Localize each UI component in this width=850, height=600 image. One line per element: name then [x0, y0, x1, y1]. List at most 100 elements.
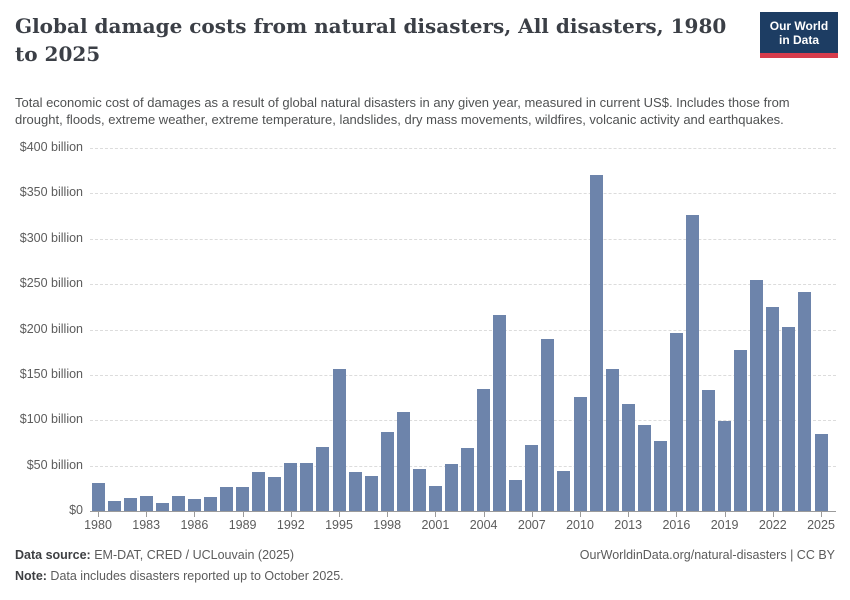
x-tick-label-1998: 1998 [373, 518, 402, 532]
bar-2000[interactable] [412, 469, 426, 511]
data-source-label: Data source: [15, 548, 91, 562]
y-tick-label-0: $0 [69, 503, 83, 517]
gridline-0 [90, 511, 836, 512]
gridline-200 [90, 329, 836, 331]
note-line: Note: Data includes disasters reported u… [15, 569, 344, 583]
x-tick-label-2013: 2013 [614, 518, 643, 532]
bar-1994[interactable] [316, 447, 330, 511]
data-source-text: EM-DAT, CRED / UCLouvain (2025) [90, 548, 295, 562]
bar-2022[interactable] [766, 307, 780, 511]
bar-2001[interactable] [428, 486, 442, 511]
x-tick-mark-1980 [98, 512, 99, 517]
bar-1984[interactable] [155, 503, 169, 511]
y-tick-label-150: $150 billion [19, 366, 83, 381]
page-title: Global damage costs from natural disaste… [15, 14, 727, 66]
bar-2012[interactable] [605, 369, 619, 511]
x-tick-label-1986: 1986 [180, 518, 209, 532]
bar-1996[interactable] [348, 472, 362, 511]
bar-2002[interactable] [444, 464, 458, 511]
x-tick-mark-2004 [483, 512, 485, 517]
bar-2006[interactable] [509, 480, 523, 511]
bar-2020[interactable] [734, 350, 748, 511]
bar-1983[interactable] [139, 496, 153, 511]
note-text: Data includes disasters reported up to O… [46, 569, 344, 583]
owid-logo-line1: Our World [769, 19, 829, 33]
bar-2023[interactable] [782, 327, 796, 511]
x-tick-mark-1998 [387, 512, 389, 517]
chart-subtitle: Total economic cost of damages as a resu… [15, 95, 790, 127]
bar-1998[interactable] [380, 432, 394, 511]
x-tick-label-2019: 2019 [710, 518, 739, 532]
x-tick-label-1992: 1992 [276, 518, 305, 532]
bar-1990[interactable] [252, 472, 266, 511]
bar-2013[interactable] [621, 404, 635, 511]
gridline-150 [90, 374, 836, 376]
bar-1995[interactable] [332, 369, 346, 511]
data-source-line: Data source: EM-DAT, CRED / UCLouvain (2… [15, 548, 294, 562]
bar-2016[interactable] [669, 333, 683, 511]
gridline-400 [90, 148, 836, 149]
bar-2005[interactable] [493, 315, 507, 511]
bar-1989[interactable] [236, 487, 250, 511]
bar-2003[interactable] [461, 448, 475, 511]
bar-2025[interactable] [814, 434, 828, 511]
x-tick-mark-1989 [242, 512, 244, 517]
x-tick-label-1995: 1995 [325, 518, 353, 532]
bar-2014[interactable] [637, 425, 651, 511]
bar-2021[interactable] [750, 280, 764, 511]
x-tick-mark-1992 [290, 512, 292, 517]
y-tick-label-250: $250 billion [19, 276, 83, 291]
bar-1987[interactable] [203, 497, 217, 511]
bar-2010[interactable] [573, 397, 587, 511]
x-tick-mark-2013 [628, 512, 630, 517]
x-tick-mark-2001 [435, 512, 437, 517]
bar-1988[interactable] [220, 487, 234, 511]
y-tick-label-200: $200 billion [19, 321, 83, 336]
bar-2009[interactable] [557, 471, 571, 511]
bar-2008[interactable] [541, 339, 555, 511]
x-tick-label-2004: 2004 [469, 518, 498, 532]
bar-2007[interactable] [525, 445, 539, 511]
gridline-250 [90, 284, 836, 286]
bar-2019[interactable] [718, 421, 732, 511]
y-tick-label-100: $100 billion [19, 412, 83, 427]
bar-1997[interactable] [364, 476, 378, 511]
bar-1993[interactable] [300, 463, 314, 511]
gridline-350 [90, 193, 836, 195]
bar-2004[interactable] [477, 389, 491, 511]
owid-logo[interactable]: Our World in Data [760, 12, 838, 58]
bar-2011[interactable] [589, 175, 603, 511]
bar-1981[interactable] [107, 501, 121, 511]
bar-2024[interactable] [798, 292, 812, 511]
bar-1999[interactable] [396, 412, 410, 511]
owid-logo-line2: in Data [778, 33, 819, 47]
x-tick-label-2025: 2025 [807, 518, 835, 532]
x-tick-mark-2025 [821, 512, 822, 517]
bar-1985[interactable] [171, 496, 185, 511]
y-tick-label-400: $400 billion [19, 140, 83, 154]
gridline-300 [90, 238, 836, 240]
bar-1992[interactable] [284, 463, 298, 511]
x-tick-mark-2019 [724, 512, 726, 517]
note-label: Note: [15, 569, 47, 583]
x-tick-label-2016: 2016 [662, 518, 691, 532]
x-tick-mark-2010 [580, 512, 581, 517]
bar-1980[interactable] [91, 483, 105, 511]
bar-1982[interactable] [123, 498, 137, 511]
x-tick-label-2010: 2010 [566, 518, 594, 532]
bar-2017[interactable] [685, 215, 699, 511]
y-tick-label-300: $300 billion [19, 230, 83, 245]
bar-2018[interactable] [702, 390, 716, 511]
bar-1986[interactable] [187, 499, 201, 511]
owid-link[interactable]: OurWorldinData.org/natural-disasters | C… [579, 548, 835, 562]
bar-2015[interactable] [653, 441, 667, 511]
x-tick-mark-1983 [146, 512, 148, 517]
x-tick-mark-2016 [676, 512, 678, 517]
x-tick-mark-2022 [772, 512, 774, 517]
gridline-100 [90, 420, 836, 422]
bar-1991[interactable] [268, 477, 282, 511]
x-tick-label-2001: 2001 [421, 518, 450, 532]
y-tick-label-50: $50 billion [26, 457, 83, 472]
